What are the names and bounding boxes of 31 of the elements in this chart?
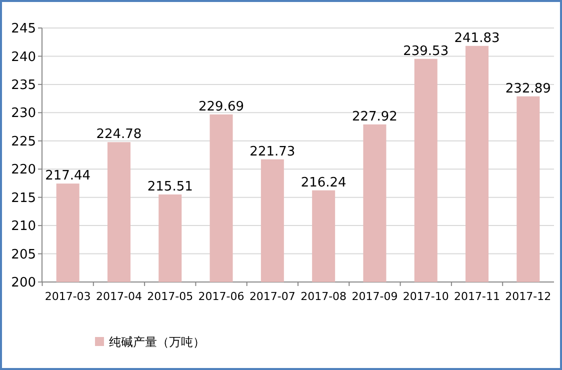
legend-label: 纯碱产量（万吨）: [109, 335, 205, 350]
y-tick-label: 200: [11, 276, 36, 291]
x-tick-label: 2017-04: [96, 290, 142, 303]
x-tick-label: 2017-11: [454, 290, 500, 303]
y-tick-label: 230: [11, 106, 36, 122]
x-tick-label: 2017-10: [402, 290, 449, 303]
y-tick-label: 215: [11, 190, 36, 206]
y-tick-label: 220: [11, 162, 36, 178]
data-label: 239.53: [403, 44, 449, 59]
data-label: 216.24: [300, 175, 346, 190]
y-tick-label: 235: [11, 78, 36, 93]
x-tick-label: 2017-05: [147, 290, 194, 303]
x-tick-label: 2017-08: [300, 290, 347, 303]
x-tick-label: 2017-12: [505, 290, 552, 303]
data-label: 241.83: [454, 30, 500, 46]
y-tick-label: 210: [11, 219, 36, 234]
data-label: 221.73: [250, 144, 296, 160]
data-label: 215.51: [147, 179, 193, 194]
y-tick-label: 245: [11, 22, 36, 37]
data-label: 227.92: [352, 109, 398, 124]
data-label: 229.69: [198, 99, 244, 114]
x-tick-label: 2017-03: [44, 290, 91, 303]
x-tick-label: 2017-09: [352, 290, 398, 303]
data-label: 224.78: [96, 127, 142, 142]
y-tick-label: 205: [11, 247, 36, 262]
data-label: 232.89: [505, 81, 551, 96]
data-label: 217.44: [45, 168, 91, 184]
y-tick-label: 240: [11, 50, 36, 65]
x-tick-label: 2017-07: [249, 290, 296, 303]
y-tick-label: 225: [11, 134, 36, 150]
x-tick-label: 2017-06: [198, 290, 244, 303]
